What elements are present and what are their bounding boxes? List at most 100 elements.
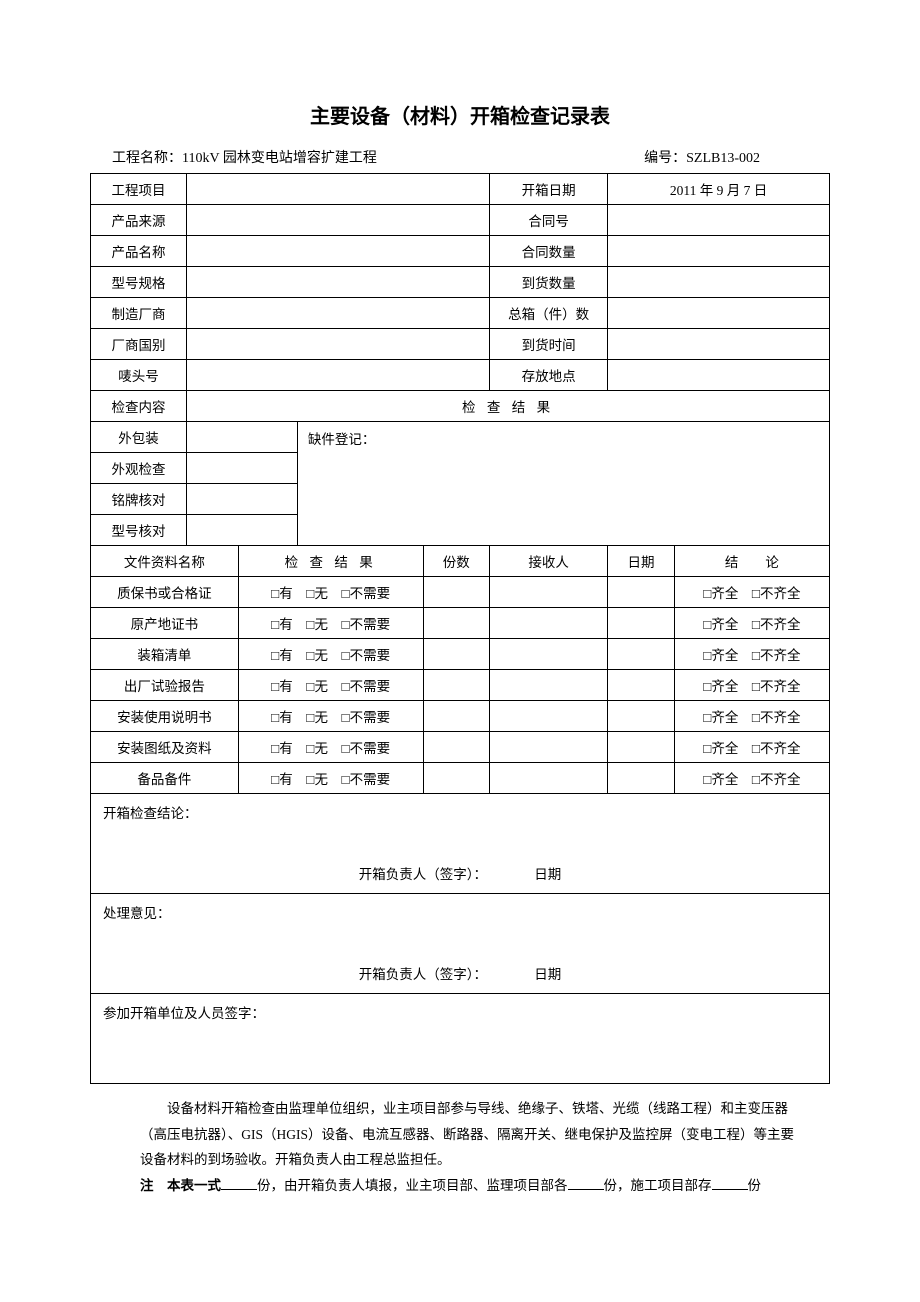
- doc-name-3: 出厂试验报告: [91, 670, 239, 701]
- doc-name-2: 装箱清单: [91, 639, 239, 670]
- doc-name-6: 备品备件: [91, 763, 239, 794]
- row-check-content-header: 检查内容 检 查 结 果: [91, 391, 830, 422]
- doc-name-1: 原产地证书: [91, 608, 239, 639]
- lbl-country: 厂商国别: [91, 329, 187, 360]
- code-field: 编号：SZLB13-002: [644, 147, 820, 167]
- note-prefix: 注 本表一式: [140, 1178, 221, 1193]
- doc-date-2: [608, 639, 675, 670]
- project-name: 110kV 园林变电站增容扩建工程: [182, 151, 377, 166]
- row-doc-2: 装箱清单 □有 □无 □不需要 □齐全 □不齐全: [91, 639, 830, 670]
- lbl-model-spec: 型号规格: [91, 267, 187, 298]
- lbl-contract-no: 合同号: [490, 205, 608, 236]
- doc-concl-0: □齐全 □不齐全: [674, 577, 829, 608]
- hdr-copies: 份数: [423, 546, 490, 577]
- note-p2c: 份，施工项目部存: [604, 1178, 712, 1193]
- lbl-product-name: 产品名称: [91, 236, 187, 267]
- val-source: [187, 205, 490, 236]
- row-model-spec: 型号规格 到货数量: [91, 267, 830, 298]
- hdr-doc-name: 文件资料名称: [91, 546, 239, 577]
- row-doc-3: 出厂试验报告 □有 □无 □不需要 □齐全 □不齐全: [91, 670, 830, 701]
- doc-date-3: [608, 670, 675, 701]
- row-opinion: 处理意见： 开箱负责人（签字）： 日期: [91, 894, 830, 994]
- val-contract-no: [608, 205, 830, 236]
- hdr-receiver: 接收人: [490, 546, 608, 577]
- lbl-appearance: 外观检查: [91, 453, 187, 484]
- row-doc-0: 质保书或合格证 □有 □无 □不需要 □齐全 □不齐全: [91, 577, 830, 608]
- doc-copies-6: [423, 763, 490, 794]
- doc-opts-2: □有 □无 □不需要: [238, 639, 423, 670]
- row-docs-header: 文件资料名称 检 查 结 果 份数 接收人 日期 结 论: [91, 546, 830, 577]
- missing-parts-block: 缺件登记：: [297, 422, 829, 546]
- val-appearance: [187, 453, 298, 484]
- lbl-nameplate: 铭牌核对: [91, 484, 187, 515]
- doc-name-0: 质保书或合格证: [91, 577, 239, 608]
- code-value: SZLB13-002: [686, 151, 760, 166]
- row-doc-4: 安装使用说明书 □有 □无 □不需要 □齐全 □不齐全: [91, 701, 830, 732]
- lbl-total-boxes: 总箱（件）数: [490, 298, 608, 329]
- hdr-doc-result: 检 查 结 果: [238, 546, 423, 577]
- val-country: [187, 329, 490, 360]
- participants-label: 参加开箱单位及人员签字：: [103, 1006, 265, 1021]
- conclusion-signline: 开箱负责人（签字）： 日期: [91, 863, 829, 883]
- lbl-storage: 存放地点: [490, 360, 608, 391]
- doc-receiver-5: [490, 732, 608, 763]
- doc-date-6: [608, 763, 675, 794]
- project-name-field: 工程名称：110kV 园林变电站增容扩建工程: [112, 147, 377, 167]
- doc-concl-3: □齐全 □不齐全: [674, 670, 829, 701]
- doc-copies-3: [423, 670, 490, 701]
- val-contract-qty: [608, 236, 830, 267]
- doc-receiver-4: [490, 701, 608, 732]
- doc-copies-0: [423, 577, 490, 608]
- page-title: 主要设备（材料）开箱检查记录表: [90, 100, 830, 129]
- val-manufacturer: [187, 298, 490, 329]
- row-shipping-mark: 唛头号 存放地点: [91, 360, 830, 391]
- lbl-source: 产品来源: [91, 205, 187, 236]
- doc-copies-1: [423, 608, 490, 639]
- check-result-header: 检 查 结 果: [187, 391, 830, 422]
- doc-concl-2: □齐全 □不齐全: [674, 639, 829, 670]
- lbl-shipping-mark: 唛头号: [91, 360, 187, 391]
- note-p2d: 份: [748, 1178, 762, 1193]
- val-packaging: [187, 422, 298, 453]
- blank-1: [221, 1176, 257, 1190]
- row-product-name: 产品名称 合同数量: [91, 236, 830, 267]
- row-manufacturer: 制造厂商 总箱（件）数: [91, 298, 830, 329]
- header-line: 工程名称：110kV 园林变电站增容扩建工程 编号：SZLB13-002: [90, 147, 830, 173]
- doc-name-5: 安装图纸及资料: [91, 732, 239, 763]
- lbl-open-date: 开箱日期: [490, 174, 608, 205]
- blank-2: [568, 1176, 604, 1190]
- conclusion-block: 开箱检查结论： 开箱负责人（签字）： 日期: [91, 794, 830, 894]
- opinion-signline: 开箱负责人（签字）： 日期: [91, 963, 829, 983]
- doc-receiver-1: [490, 608, 608, 639]
- val-product-name: [187, 236, 490, 267]
- row-project-item: 工程项目 开箱日期 2011 年 9 月 7 日: [91, 174, 830, 205]
- main-table: 工程项目 开箱日期 2011 年 9 月 7 日 产品来源 合同号 产品名称 合…: [90, 173, 830, 1084]
- opinion-block: 处理意见： 开箱负责人（签字）： 日期: [91, 894, 830, 994]
- row-doc-6: 备品备件 □有 □无 □不需要 □齐全 □不齐全: [91, 763, 830, 794]
- doc-date-5: [608, 732, 675, 763]
- doc-receiver-3: [490, 670, 608, 701]
- doc-copies-2: [423, 639, 490, 670]
- lbl-check-content: 检查内容: [91, 391, 187, 422]
- doc-opts-4: □有 □无 □不需要: [238, 701, 423, 732]
- doc-copies-4: [423, 701, 490, 732]
- row-source: 产品来源 合同号: [91, 205, 830, 236]
- doc-opts-6: □有 □无 □不需要: [238, 763, 423, 794]
- doc-copies-5: [423, 732, 490, 763]
- val-project-item: [187, 174, 490, 205]
- project-label: 工程名称：: [112, 151, 182, 166]
- doc-receiver-2: [490, 639, 608, 670]
- notes-block: 设备材料开箱检查由监理单位组织，业主项目部参与导线、绝缘子、铁塔、光缆（线路工程…: [90, 1084, 830, 1199]
- lbl-packaging: 外包装: [91, 422, 187, 453]
- doc-concl-1: □齐全 □不齐全: [674, 608, 829, 639]
- doc-opts-3: □有 □无 □不需要: [238, 670, 423, 701]
- doc-receiver-6: [490, 763, 608, 794]
- note-p2b: 份，由开箱负责人填报，业主项目部、监理项目部各: [257, 1178, 568, 1193]
- doc-concl-6: □齐全 □不齐全: [674, 763, 829, 794]
- row-doc-1: 原产地证书 □有 □无 □不需要 □齐全 □不齐全: [91, 608, 830, 639]
- val-arrival-time: [608, 329, 830, 360]
- lbl-model-check: 型号核对: [91, 515, 187, 546]
- row-doc-5: 安装图纸及资料 □有 □无 □不需要 □齐全 □不齐全: [91, 732, 830, 763]
- doc-opts-0: □有 □无 □不需要: [238, 577, 423, 608]
- val-total-boxes: [608, 298, 830, 329]
